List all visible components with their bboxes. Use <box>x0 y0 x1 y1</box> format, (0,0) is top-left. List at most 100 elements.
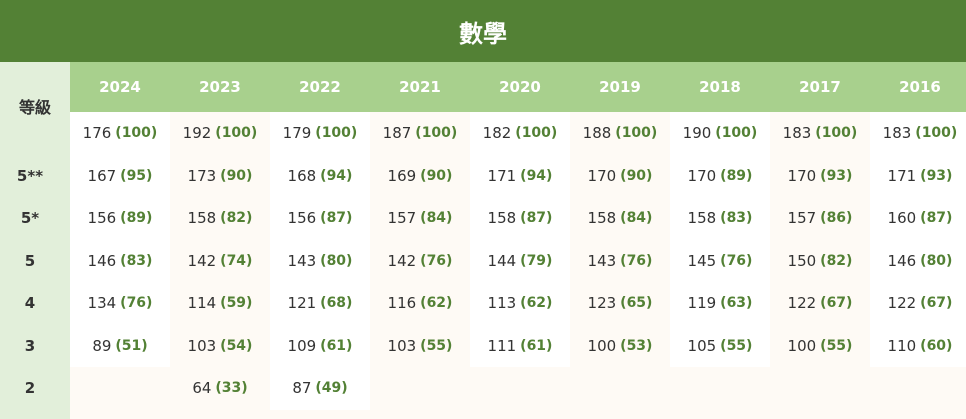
cutoff-percent: (100) <box>315 125 358 142</box>
score-cell: 173 (90) <box>170 155 270 198</box>
cutoff-percent: (61) <box>320 337 353 354</box>
score-cell: 183 (100) <box>770 112 870 155</box>
cutoff-score: 157 <box>787 209 817 228</box>
year-header: 2021 <box>399 78 441 96</box>
cutoff-percent: (89) <box>720 167 753 184</box>
cutoff-score: 87 <box>292 379 312 398</box>
cutoff-percent: (62) <box>520 295 553 312</box>
cutoff-score: 190 <box>682 124 712 143</box>
year-header: 2018 <box>699 78 741 96</box>
score-cell: 143 (80) <box>270 240 370 283</box>
score-cell: 156 (89) <box>70 197 170 240</box>
year-column: 183 (100) 170 (93) 157 (86) 150 (82) 122 (67) 100(… <box>770 112 870 367</box>
score-cell: 157 (86) <box>770 197 870 240</box>
score-cell: 114 (59) <box>170 282 270 325</box>
cutoff-score: 192 <box>182 124 212 143</box>
cutoff-score: 156 <box>87 209 117 228</box>
cutoff-score: 119 <box>687 294 717 313</box>
cutoff-score: 144 <box>487 251 517 270</box>
score-cell: 176 (100) <box>70 112 170 155</box>
cutoff-percent: (79) <box>520 252 553 269</box>
cutoff-percent: (55) <box>420 337 453 354</box>
cutoff-score: 156 <box>287 209 317 228</box>
score-cell: 192 (100) <box>170 112 270 155</box>
cutoff-percent: (100) <box>815 125 858 142</box>
cutoff-percent: (84) <box>420 210 453 227</box>
cutoff-score: 183 <box>882 124 912 143</box>
score-cell: 110 (60) <box>870 325 966 368</box>
cutoff-percent: (54) <box>220 337 253 354</box>
year-column: 182 (100) 171 (94) 158 (87) 144 (79) 113 (62) 111(… <box>470 112 570 367</box>
cutoff-score: 160 <box>887 209 917 228</box>
year-column: 190 (100) 170 (89) 158 (83) 145 (76) 119 (63) 105(… <box>670 112 770 367</box>
score-cell: 89 (51) <box>70 325 170 368</box>
grade-label: 2 <box>24 379 36 397</box>
score-cell: 64 (33) <box>170 367 270 410</box>
grade-label: 3 <box>24 336 36 355</box>
cutoff-percent: (86) <box>820 210 853 227</box>
cutoff-score: 176 <box>82 124 112 143</box>
score-cell: 188 (100) <box>570 112 670 155</box>
cutoff-score: 116 <box>387 294 417 313</box>
cutoff-score: 171 <box>487 166 517 185</box>
cutoff-percent: (55) <box>820 337 853 354</box>
cutoff-score: 103 <box>187 336 217 355</box>
score-cell: 171 (94) <box>470 155 570 198</box>
score-cell: 170 (90) <box>570 155 670 198</box>
cutoff-percent: (100) <box>415 125 458 142</box>
page-title: 數學 <box>0 0 966 62</box>
score-cell: 156 (87) <box>270 197 370 240</box>
cutoff-score: 158 <box>687 209 717 228</box>
cutoff-percent: (76) <box>420 252 453 269</box>
cutoff-percent: (87) <box>920 210 953 227</box>
score-cell: 143 (76) <box>570 240 670 283</box>
cutoff-score: 89 <box>92 336 112 355</box>
cutoff-percent: (84) <box>620 210 653 227</box>
cutoff-score: 122 <box>887 294 917 313</box>
score-cell: 123 (65) <box>570 282 670 325</box>
cutoff-score: 100 <box>787 336 817 355</box>
year-column: 188 (100) 170 (90) 158 (84) 143 (76) 123 (65) 100(… <box>570 112 670 367</box>
score-cell: 158 (87) <box>470 197 570 240</box>
cutoff-percent: (93) <box>820 167 853 184</box>
year-column: 179 (100) 168 (94) 156 (87) 143 (80) 121 (68) 109(… <box>270 112 370 410</box>
cutoff-percent: (90) <box>620 167 653 184</box>
cutoff-percent: (49) <box>315 380 348 397</box>
cutoff-percent: (87) <box>520 210 553 227</box>
score-cell: 103 (55) <box>370 325 470 368</box>
cutoff-percent: (100) <box>615 125 658 142</box>
cutoff-percent: (100) <box>115 125 158 142</box>
year-column: 183 (100) 171 (93) 160 (87) 146 (80) 122 (67) 110(… <box>870 112 966 367</box>
cutoff-score: 100 <box>587 336 617 355</box>
grade-column <box>0 62 70 419</box>
score-cell: 109 (61) <box>270 325 370 368</box>
cutoff-percent: (93) <box>920 167 953 184</box>
score-cell: 113 (62) <box>470 282 570 325</box>
score-cell: 183 (100) <box>870 112 966 155</box>
cutoff-score: 113 <box>487 294 517 313</box>
cutoff-score: 179 <box>282 124 312 143</box>
grade-label: 5 <box>24 251 36 270</box>
score-cell: 160 (87) <box>870 197 966 240</box>
cutoff-score: 173 <box>187 166 217 185</box>
cutoff-percent: (59) <box>220 295 253 312</box>
cutoff-percent: (83) <box>120 252 153 269</box>
cutoff-percent: (80) <box>920 252 953 269</box>
score-cell: 170 (89) <box>670 155 770 198</box>
score-cell: 190 (100) <box>670 112 770 155</box>
cutoff-score: 110 <box>887 336 917 355</box>
cutoff-score: 187 <box>382 124 412 143</box>
cutoff-score: 183 <box>782 124 812 143</box>
grade-header: 等級 <box>18 98 51 117</box>
year-header-row <box>70 62 966 112</box>
cutoff-percent: (53) <box>620 337 653 354</box>
score-cell: 121 (68) <box>270 282 370 325</box>
cutoff-percent: (95) <box>120 167 153 184</box>
cutoff-percent: (68) <box>320 295 353 312</box>
score-cell: 146 (83) <box>70 240 170 283</box>
cutoff-percent: (55) <box>720 337 753 354</box>
cutoff-percent: (83) <box>720 210 753 227</box>
cutoff-percent: (33) <box>215 380 248 397</box>
cutoff-score: 170 <box>687 166 717 185</box>
cutoff-percent: (82) <box>820 252 853 269</box>
